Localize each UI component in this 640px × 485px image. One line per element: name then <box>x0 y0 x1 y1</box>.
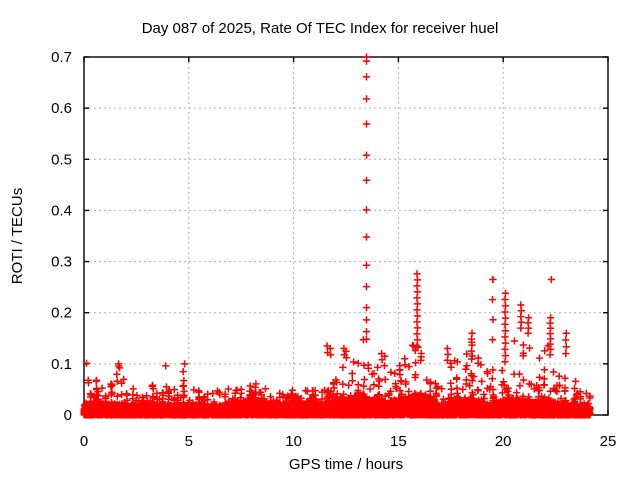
x-tick-label: 5 <box>185 433 193 450</box>
y-tick-label: 0.7 <box>51 49 72 66</box>
y-tick-label: 0.2 <box>51 305 72 322</box>
x-tick-label: 15 <box>390 433 407 450</box>
y-tick-label: 0.4 <box>51 202 72 219</box>
x-tick-label: 10 <box>285 433 302 450</box>
y-tick-label: 0.5 <box>51 151 72 168</box>
x-tick-label: 25 <box>600 433 617 450</box>
x-tick-label: 0 <box>80 433 88 450</box>
data-points <box>80 53 594 419</box>
x-axis-label: GPS time / hours <box>289 456 403 473</box>
x-tick-label: 20 <box>495 433 512 450</box>
y-axis-label: ROTI / TECUs <box>9 188 26 284</box>
chart-title: Day 087 of 2025, Rate Of TEC Index for r… <box>142 20 499 37</box>
y-tick-label: 0.6 <box>51 100 72 117</box>
axis-text: Day 087 of 2025, Rate Of TEC Index for r… <box>9 20 616 473</box>
y-tick-label: 0 <box>64 407 72 424</box>
y-tick-label: 0.1 <box>51 356 72 373</box>
y-tick-label: 0.3 <box>51 254 72 271</box>
scatter-markers <box>80 53 594 419</box>
